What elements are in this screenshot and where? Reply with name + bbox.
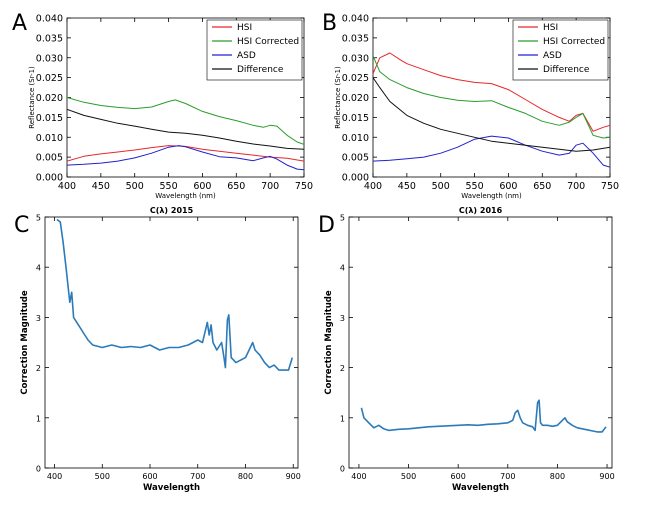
x-tick-label: 700: [500, 472, 515, 481]
x-tick-label: 500: [401, 472, 416, 481]
series-line-asd: [373, 135, 610, 168]
x-tick-label: 700: [261, 181, 279, 192]
x-tick-label: 400: [47, 472, 62, 481]
y-tick-label: 0.015: [342, 113, 369, 124]
x-tick-label: 700: [190, 472, 205, 481]
x-tick-label: 400: [58, 181, 76, 192]
x-tick-label: 750: [295, 181, 313, 192]
x-tick-label: 800: [238, 472, 253, 481]
y-tick-label: 0.005: [342, 153, 369, 164]
x-tick-label: 500: [95, 472, 110, 481]
y-tick-label: 0.025: [342, 73, 369, 84]
legend-box: [512, 19, 609, 81]
x-axis-label: Wavelength: [452, 483, 509, 493]
panel-label-a: A: [12, 11, 27, 36]
x-tick-label: 500: [432, 181, 450, 192]
plot-frame-d: [348, 216, 613, 469]
series-line-difference: [373, 77, 610, 152]
chart-panel-c: 400 500 600 700 800 900 0 1 2 3 4 5 Wavelength Correc…: [20, 206, 301, 493]
series-line-asd: [67, 145, 304, 171]
y-tick-label: 0: [340, 465, 345, 474]
legend-entry: HSI Corrected: [237, 37, 299, 47]
y-tick-label: 0.020: [36, 93, 63, 104]
y-tick-label: 0.010: [36, 133, 63, 144]
y-axis-label: Reflectance (Sr-1): [28, 66, 36, 129]
x-tick-label: 550: [160, 181, 178, 192]
series-line-hsi-corrected: [67, 97, 304, 145]
x-tick-label: 400: [351, 472, 366, 481]
x-tick-label: 650: [533, 181, 551, 192]
x-tick-label: 800: [550, 472, 565, 481]
y-tick-label: 2: [36, 364, 41, 373]
y-tick-label: 5: [36, 214, 41, 223]
y-tick-label: 0.015: [36, 113, 63, 124]
x-axis-label: Wavelength (nm): [155, 192, 216, 200]
series-line: [56, 218, 294, 371]
x-tick-label: 500: [126, 181, 144, 192]
x-tick-label: 650: [227, 181, 245, 192]
panel-label-d: D: [318, 213, 335, 238]
legend-entry: Difference: [543, 65, 590, 75]
y-tick-label: 0.030: [342, 53, 369, 64]
series-line-difference: [67, 108, 304, 150]
y-tick-label: 5: [340, 214, 345, 223]
x-tick-label: 600: [142, 472, 157, 481]
y-tick-label: 2: [340, 364, 345, 373]
x-tick-label: 450: [398, 181, 416, 192]
y-tick-label: 1: [36, 414, 41, 423]
legend-entry: ASD: [543, 51, 562, 61]
legend-entry: HSI: [237, 23, 252, 33]
y-tick-label: 3: [340, 314, 345, 323]
y-tick-label: 1: [340, 414, 345, 423]
y-tick-label: 0.000: [36, 173, 63, 184]
chart-title: C(λ) 2016: [459, 206, 503, 215]
x-tick-label: 700: [567, 181, 585, 192]
panel-label-c: C: [14, 213, 29, 238]
x-tick-label: 600: [193, 181, 211, 192]
y-tick-label: 0.035: [342, 33, 369, 44]
chart-panel-b: 400 450 500 550 600 650 700 750 0.000 0.005 0.010 0…: [334, 14, 619, 201]
y-tick-label: 0.040: [342, 14, 369, 25]
y-tick-label: 3: [36, 314, 41, 323]
x-tick-label: 550: [466, 181, 484, 192]
x-tick-label: 400: [364, 181, 382, 192]
y-tick-label: 0.005: [36, 153, 63, 164]
series-line: [360, 399, 607, 433]
y-tick-label: 0.020: [342, 93, 369, 104]
y-tick-label: 0: [36, 465, 41, 474]
y-tick-label: 4: [340, 264, 345, 273]
x-tick-label: 450: [92, 181, 110, 192]
chart-panel-d: 400 500 600 700 800 900 0 1 2 3 4 5 Wavelength Correc…: [324, 206, 615, 493]
chart-title: C(λ) 2015: [150, 206, 194, 215]
panel-label-b: B: [322, 11, 337, 36]
plot-frame-c: [44, 216, 299, 469]
legend-entry: ASD: [237, 51, 256, 61]
chart-panel-a: 400 450 500 550 600 650 700 750 0.000 0.005 0.010 0…: [28, 14, 313, 201]
y-tick-label: 4: [36, 264, 41, 273]
y-axis-label: Correction Magnitude: [20, 290, 30, 395]
x-tick-label: 600: [499, 181, 517, 192]
y-tick-label: 0.010: [342, 133, 369, 144]
y-tick-label: 0.040: [36, 14, 63, 25]
y-tick-label: 0.000: [342, 173, 369, 184]
y-axis-label: Reflectance (Sr-1): [334, 66, 342, 129]
y-tick-label: 0.035: [36, 33, 63, 44]
series-line-hsi-corrected: [373, 55, 610, 139]
x-tick-label: 600: [451, 472, 466, 481]
x-tick-label: 900: [286, 472, 301, 481]
x-axis-label: Wavelength (nm): [461, 192, 522, 200]
legend-box: [206, 19, 303, 81]
y-tick-label: 0.025: [36, 73, 63, 84]
x-axis-label: Wavelength: [143, 483, 200, 493]
legend-entry: Difference: [237, 65, 284, 75]
legend-entry: HSI: [543, 23, 558, 33]
y-tick-label: 0.030: [36, 53, 63, 64]
legend-entry: HSI Corrected: [543, 37, 605, 47]
x-tick-label: 750: [601, 181, 619, 192]
x-tick-label: 900: [599, 472, 614, 481]
y-axis-label: Correction Magnitude: [324, 290, 334, 395]
